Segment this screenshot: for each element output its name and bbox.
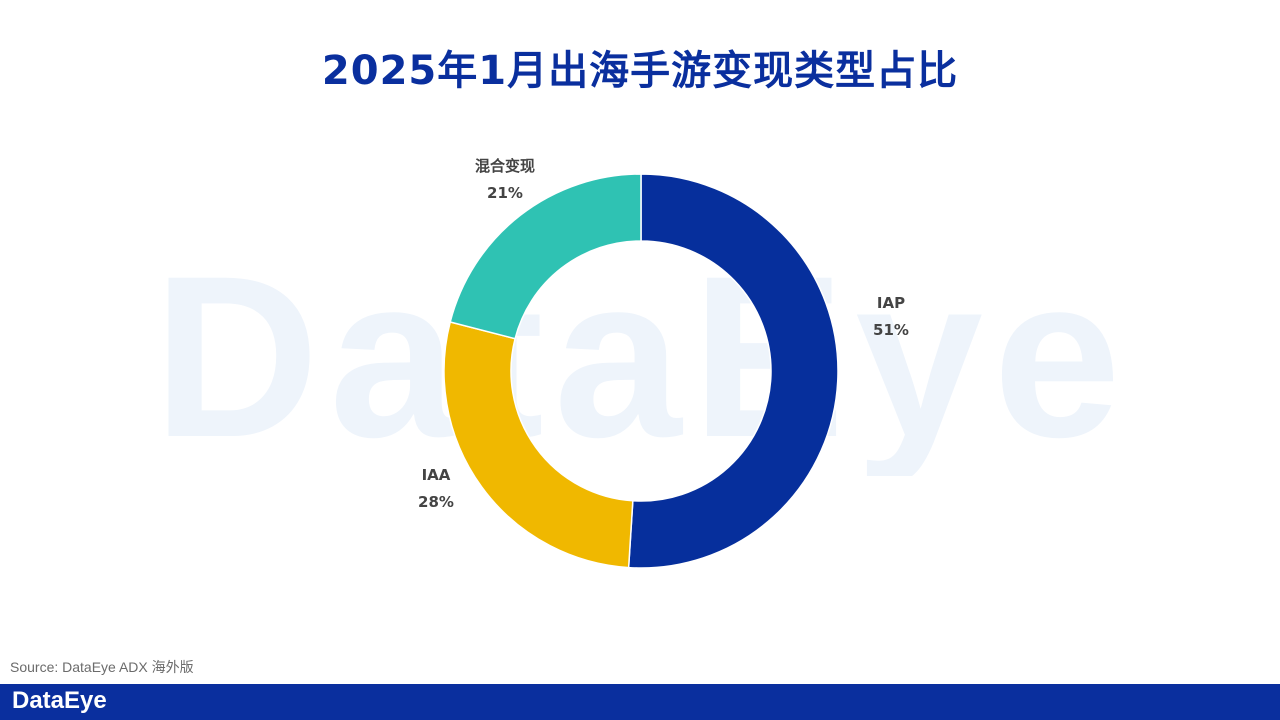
slice-value-iaa: 28%: [418, 493, 454, 511]
slice-value-iap: 51%: [873, 321, 909, 339]
slice-iaa: [443, 321, 634, 569]
dataeye-logo: DataEye: [12, 687, 107, 714]
slice-label-iap: IAP 51%: [821, 290, 961, 344]
slice-hybrid: [449, 173, 642, 340]
watermark: DataEye: [160, 236, 1124, 476]
slice-label-hybrid: 混合变现 21%: [435, 153, 575, 207]
slice-value-hybrid: 21%: [487, 184, 523, 202]
slice-name-iap: IAP: [876, 294, 906, 312]
source-note: Source: DataEye ADX 海外版: [10, 659, 194, 675]
slice-name-hybrid: 混合变现: [474, 157, 535, 175]
slice-iap: [627, 173, 839, 569]
slice-label-iaa: IAA 28%: [366, 462, 506, 516]
footer-bar: DataEye: [0, 684, 1280, 720]
slice-name-iaa: IAA: [421, 466, 451, 484]
chart-title: 2025年1月出海手游变现类型占比: [321, 48, 959, 94]
